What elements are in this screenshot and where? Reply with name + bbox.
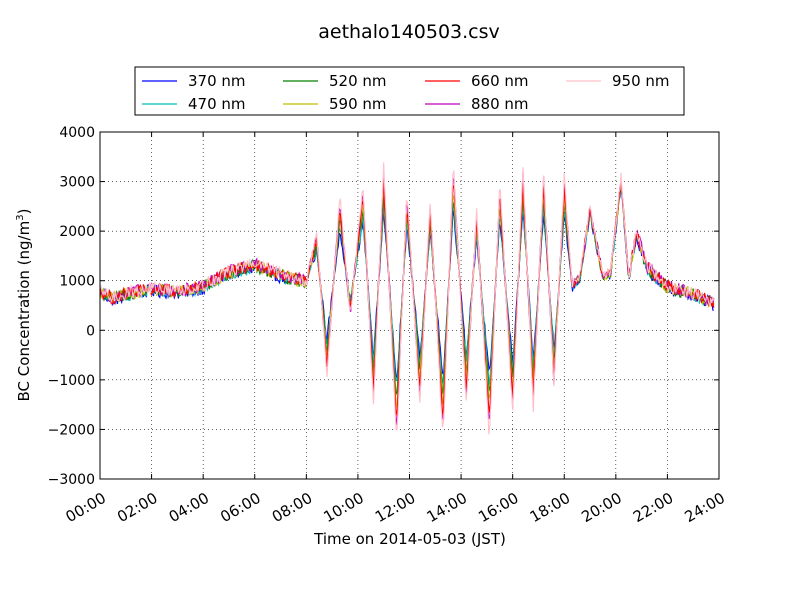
legend-label: 520 nm bbox=[329, 72, 387, 90]
y-axis-label-close: ) bbox=[15, 209, 33, 215]
y-tick-label: −1000 bbox=[48, 373, 95, 389]
chart-title: aethalo140503.csv bbox=[318, 21, 500, 43]
y-tick-label: −3000 bbox=[48, 472, 95, 488]
y-tick-label: 1000 bbox=[59, 274, 95, 290]
legend-label: 950 nm bbox=[612, 72, 670, 90]
y-tick-label: 3000 bbox=[59, 175, 95, 191]
y-axis-label-text: BC Concentration (ng/m bbox=[15, 221, 33, 402]
y-tick-label: 4000 bbox=[59, 125, 95, 141]
legend-label: 660 nm bbox=[471, 72, 529, 90]
legend-label: 880 nm bbox=[471, 95, 529, 113]
y-axis-label-superscript: 3 bbox=[15, 214, 26, 220]
y-tick-label: 2000 bbox=[59, 224, 95, 240]
legend-label: 370 nm bbox=[188, 72, 246, 90]
series-line bbox=[100, 162, 715, 435]
legend-box bbox=[134, 66, 685, 116]
legend: 370 nm 470 nm 520 nm 590 nm 660 nm 880 nm 950 … bbox=[134, 66, 685, 116]
legend-label: 590 nm bbox=[329, 95, 387, 113]
series-lines bbox=[100, 162, 715, 435]
y-axis-label: BC Concentration (ng/m3) bbox=[15, 209, 33, 402]
legend-entries: 370 nm 470 nm 520 nm 590 nm 660 nm 880 nm 950 … bbox=[142, 72, 670, 113]
legend-label: 470 nm bbox=[188, 95, 246, 113]
y-tick-label: 0 bbox=[86, 323, 95, 339]
x-axis-label: Time on 2014-05-03 (JST) bbox=[313, 530, 506, 548]
y-tick-label: −2000 bbox=[48, 422, 95, 438]
